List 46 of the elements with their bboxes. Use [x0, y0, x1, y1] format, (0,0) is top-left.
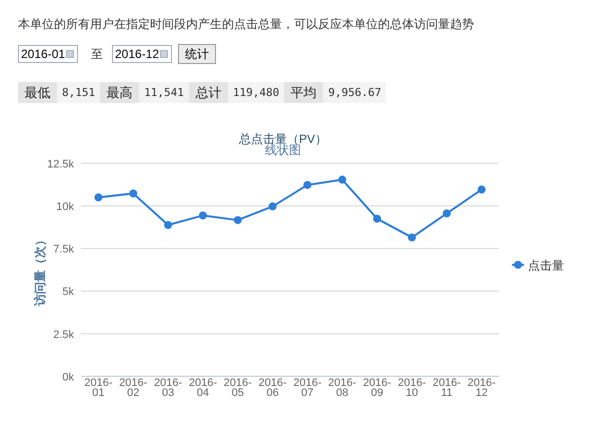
- x-tick-label: 2016-12: [468, 376, 496, 399]
- x-tick-label: 2016-04: [188, 376, 218, 399]
- y-tick-label: 2.5k: [53, 328, 74, 341]
- text: 最低: [18, 82, 57, 103]
- text: 9,956.67: [323, 82, 386, 103]
- text: 至: [91, 46, 103, 62]
- point: [303, 180, 312, 189]
- x-tick-label: 2016-03: [154, 376, 182, 399]
- x-tick-label: 2016-07: [293, 376, 322, 399]
- point: [408, 233, 416, 242]
- text: 最高: [100, 82, 140, 103]
- point: [234, 216, 242, 224]
- text: 8,151: [57, 82, 100, 103]
- point: [129, 189, 138, 198]
- x-tick-label: 2016-02: [119, 376, 148, 399]
- point: [198, 211, 207, 220]
- x-tick-label: 2016-11: [432, 376, 462, 399]
- y-tick-label: 10k: [56, 200, 74, 213]
- text: 11,541: [139, 82, 189, 103]
- x-tick-label: 2016-09: [363, 376, 392, 399]
- date-input: 2016-12: [112, 45, 172, 63]
- y-tick-label: 5k: [62, 286, 74, 298]
- point: [478, 186, 486, 194]
- chart-subtitle: 线状图: [265, 143, 301, 157]
- text: 总计: [188, 82, 228, 103]
- x-tick-label: 2016-05: [224, 376, 252, 399]
- point: [164, 221, 172, 230]
- x-tick-label: 2016-06: [258, 376, 287, 399]
- point: [94, 193, 102, 202]
- point: [373, 214, 382, 223]
- point: [338, 176, 346, 184]
- text: 本单位的所有用户在指定时间段内产生的点击总量，可以反应本单位的总体访问量趋势: [18, 16, 474, 32]
- text: 平均: [284, 82, 324, 103]
- button: 统计: [178, 44, 216, 64]
- point: [268, 202, 277, 210]
- y-axis-title: 访问量（次）: [33, 234, 47, 307]
- text: 119,480: [228, 82, 284, 103]
- date-input: 2016-01: [18, 45, 78, 63]
- x-tick-label: 2016-08: [328, 376, 357, 399]
- x-tick-label: 2016-01: [84, 376, 113, 399]
- y-tick-label: 0k: [62, 371, 74, 384]
- x-tick-label: 2016-10: [398, 376, 426, 399]
- y-tick-label: 7.5k: [53, 244, 74, 256]
- point: [442, 209, 451, 218]
- legend-label: 点击量: [528, 258, 564, 272]
- y-tick-label: 12.5k: [47, 158, 74, 170]
